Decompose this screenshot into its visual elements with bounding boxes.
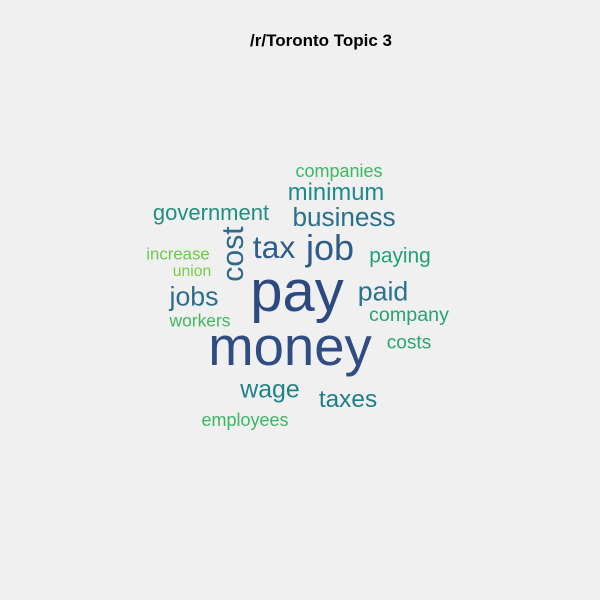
word-workers: workers — [169, 310, 231, 331]
word-costs: costs — [386, 332, 432, 354]
word-jobs: jobs — [169, 281, 219, 312]
word-union: union — [172, 263, 212, 281]
word-increase: increase — [146, 244, 210, 264]
word-job: job — [305, 227, 355, 268]
word-business: business — [292, 201, 396, 232]
word-money: money — [208, 315, 372, 377]
word-cost: cost — [216, 226, 250, 282]
word-wage: wage — [240, 375, 300, 404]
word-companies: companies — [295, 161, 383, 181]
word-employees: employees — [201, 410, 289, 430]
word-minimum: minimum — [287, 179, 385, 207]
word-taxes: taxes — [318, 385, 378, 413]
word-paying: paying — [369, 244, 431, 268]
word-pay: pay — [250, 259, 344, 324]
word-government: government — [152, 200, 270, 225]
word-company: company — [369, 304, 449, 327]
word-paid: paid — [357, 276, 409, 307]
word-tax: tax — [252, 229, 296, 266]
chart-title: /r/Toronto Topic 3 — [250, 31, 392, 50]
